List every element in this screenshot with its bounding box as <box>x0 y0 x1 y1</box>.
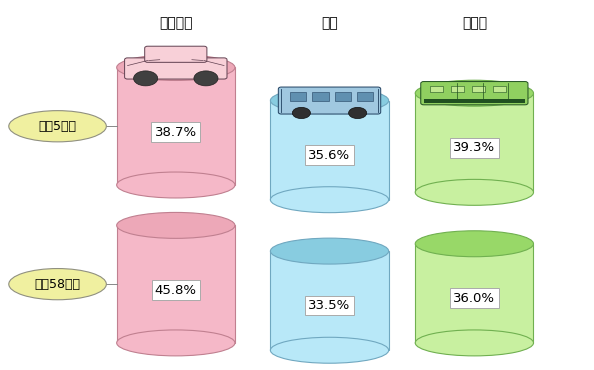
Bar <box>424 100 525 103</box>
FancyBboxPatch shape <box>472 86 485 92</box>
Circle shape <box>292 107 311 119</box>
Text: 38.7%: 38.7% <box>154 126 197 139</box>
Text: 45.8%: 45.8% <box>155 283 197 296</box>
Text: 36.0%: 36.0% <box>453 292 495 305</box>
Ellipse shape <box>116 54 235 80</box>
Bar <box>270 251 388 350</box>
FancyBboxPatch shape <box>312 92 328 101</box>
Text: 地下鉄: 地下鉄 <box>462 16 487 30</box>
FancyBboxPatch shape <box>451 86 464 92</box>
Ellipse shape <box>270 238 388 264</box>
FancyBboxPatch shape <box>356 92 373 101</box>
Ellipse shape <box>116 172 235 198</box>
Bar <box>116 225 235 343</box>
Ellipse shape <box>270 337 388 363</box>
FancyBboxPatch shape <box>421 81 528 105</box>
Text: 39.3%: 39.3% <box>453 141 495 154</box>
FancyBboxPatch shape <box>145 46 207 62</box>
FancyBboxPatch shape <box>290 92 307 101</box>
FancyBboxPatch shape <box>125 58 227 79</box>
Ellipse shape <box>270 88 388 114</box>
Text: 35.6%: 35.6% <box>308 149 350 162</box>
FancyBboxPatch shape <box>279 87 381 114</box>
Bar <box>270 101 388 200</box>
FancyBboxPatch shape <box>494 86 506 92</box>
Bar <box>415 93 533 192</box>
FancyBboxPatch shape <box>430 86 443 92</box>
Text: 平成5年度: 平成5年度 <box>39 120 77 133</box>
Ellipse shape <box>9 269 106 300</box>
Text: バス: バス <box>321 16 338 30</box>
Text: 自家用車: 自家用車 <box>159 16 192 30</box>
Ellipse shape <box>9 111 106 142</box>
Circle shape <box>349 107 366 119</box>
Bar <box>415 244 533 343</box>
Ellipse shape <box>415 330 533 356</box>
Bar <box>116 67 235 185</box>
Circle shape <box>194 71 218 86</box>
Ellipse shape <box>270 187 388 213</box>
Ellipse shape <box>415 80 533 106</box>
FancyBboxPatch shape <box>334 92 350 101</box>
Ellipse shape <box>116 330 235 356</box>
Ellipse shape <box>415 179 533 205</box>
Text: 平成58年度: 平成58年度 <box>34 278 81 291</box>
Ellipse shape <box>415 231 533 257</box>
Text: 33.5%: 33.5% <box>308 299 350 312</box>
Ellipse shape <box>116 212 235 238</box>
Circle shape <box>134 71 158 86</box>
